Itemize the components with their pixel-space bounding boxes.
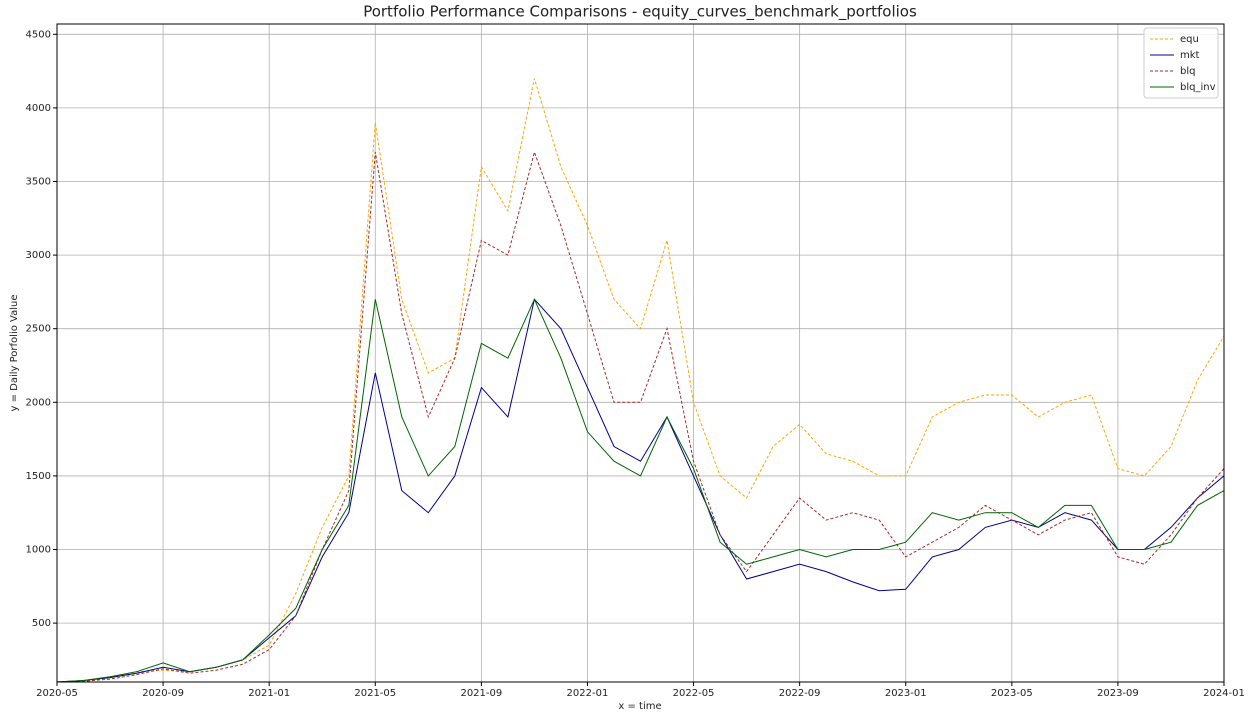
series-line bbox=[56, 298, 1225, 683]
x-tick-label: 2022-09 bbox=[779, 688, 821, 699]
x-axis-label: x = time bbox=[618, 701, 661, 712]
x-tick-label: 2024-01 bbox=[1203, 688, 1245, 699]
legend-box bbox=[1143, 27, 1219, 99]
y-tick-label: 1000 bbox=[26, 545, 51, 556]
x-tick-label: 2020-05 bbox=[36, 688, 78, 699]
x-tick-label: 2023-01 bbox=[885, 688, 927, 699]
y-tick-label: 4000 bbox=[26, 103, 51, 114]
legend-label: mkt bbox=[1180, 50, 1200, 61]
legend-label: blq bbox=[1180, 66, 1195, 77]
legend-label: blq_inv bbox=[1180, 82, 1216, 93]
y-tick-label: 3000 bbox=[26, 250, 51, 261]
y-tick-label: 500 bbox=[32, 618, 51, 629]
series-line bbox=[56, 298, 1225, 683]
x-tick-label: 2022-05 bbox=[673, 688, 715, 699]
chart-title: Portfolio Performance Comparisons - equi… bbox=[363, 3, 917, 22]
x-tick-label: 2021-09 bbox=[460, 688, 502, 699]
y-tick-label: 2000 bbox=[26, 397, 51, 408]
legend-label: equ bbox=[1180, 34, 1199, 45]
y-tick-label: 3500 bbox=[26, 177, 51, 188]
series-line bbox=[56, 150, 1225, 683]
x-tick-label: 2020-09 bbox=[142, 688, 184, 699]
x-tick-label: 2021-01 bbox=[248, 688, 290, 699]
y-tick-label: 4500 bbox=[26, 29, 51, 40]
y-tick-label: 1500 bbox=[26, 471, 51, 482]
plot-frame bbox=[56, 23, 1225, 683]
series-line bbox=[56, 78, 1225, 683]
y-axis-label: y = Daily Porfolio Value bbox=[9, 295, 20, 412]
x-tick-label: 2021-05 bbox=[354, 688, 396, 699]
x-tick-label: 2023-09 bbox=[1097, 688, 1139, 699]
x-tick-label: 2023-05 bbox=[991, 688, 1033, 699]
x-tick-label: 2022-01 bbox=[567, 688, 609, 699]
y-tick-label: 2500 bbox=[26, 324, 51, 335]
